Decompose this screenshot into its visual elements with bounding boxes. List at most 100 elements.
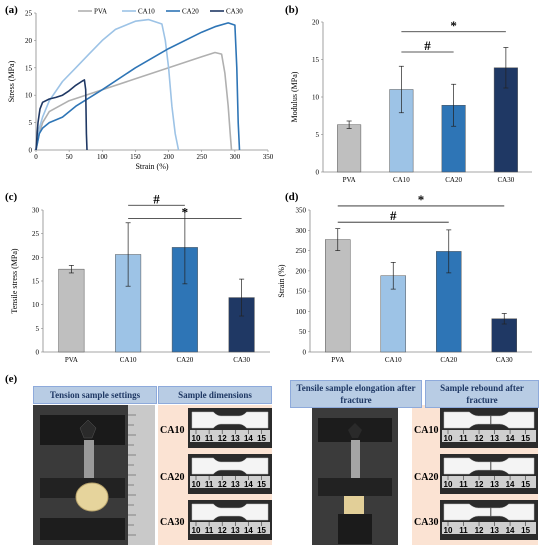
photo-panel: 10 11 12 13 14 15 10 11 12 13 14 15 10 11 12 13 14 15 10 1…	[33, 405, 538, 545]
y-tick-label: 200	[296, 267, 307, 275]
legend-label-ca20: CA20	[182, 8, 199, 16]
reb-ruler-number: 14	[506, 526, 515, 535]
reb-ruler-number: 15	[521, 480, 530, 489]
dim-ruler-number: 12	[218, 526, 227, 535]
reb-ruler-number: 10	[444, 480, 453, 489]
elongation-clamp-middle	[318, 478, 392, 496]
panel-label-c: (c)	[5, 191, 18, 203]
x-tick-label-ca20: CA20	[440, 356, 457, 364]
y-tick-label: 25	[32, 230, 40, 238]
hydrogel-sample	[76, 483, 108, 511]
stretched-sample	[344, 496, 364, 514]
dim-ruler-number: 14	[244, 434, 253, 443]
reb-ruler-number: 10	[444, 434, 453, 443]
panel-label-e: (e)	[5, 373, 18, 385]
x-tick-label: 0	[34, 153, 38, 161]
x-tick-label-pva: PVA	[65, 356, 78, 364]
reb-ruler-number: 14	[506, 480, 515, 489]
y-tick-label: 10	[32, 301, 40, 309]
dim-ruler-number: 14	[244, 526, 253, 535]
panel-label-d: (d)	[285, 191, 299, 203]
x-tick-label: 50	[66, 153, 74, 161]
elongation-rod	[351, 440, 360, 480]
bar-pva	[337, 125, 361, 172]
dim-ruler-number: 10	[192, 526, 201, 535]
dim-ruler-number: 15	[257, 434, 266, 443]
y-tick-label: 10	[312, 94, 320, 102]
y-tick-label: 0	[29, 147, 33, 155]
header-rebound: Sample rebound after fracture	[425, 380, 539, 408]
x-tick-label: 100	[97, 153, 108, 161]
y-tick-label: 15	[25, 64, 33, 72]
dim-label-ca10: CA10	[160, 425, 184, 436]
series-line-ca10	[36, 20, 179, 150]
reb-ruler-number: 11	[459, 434, 468, 443]
chart-strain: 0 50 100 150 200 250 300 350 Strain (%) PVA CA10 CA…	[277, 192, 532, 364]
chart-stress-strain: 0 50 100 150 200 250 300 350 0 5 10 15 20 25 Strain (%…	[7, 8, 274, 172]
x-tick-label-ca20: CA20	[177, 356, 194, 364]
dim-ruler-number: 11	[205, 434, 214, 443]
x-tick-label-ca20: CA20	[445, 176, 462, 184]
y-tick-label: 15	[32, 278, 40, 286]
reb-ruler-number: 13	[490, 526, 499, 535]
panel-label-b: (b)	[285, 4, 299, 16]
reb-ruler-number: 14	[506, 434, 515, 443]
y-tick-label: 20	[32, 254, 40, 262]
reb-ruler-number: 15	[521, 526, 530, 535]
y-tick-label: 30	[32, 207, 40, 215]
y-tick-label: 5	[29, 119, 33, 127]
chart-modulus: 0 5 10 15 20 Modulus (MPa) PVA CA10 CA20 CA30 * #	[290, 18, 532, 184]
series-line-ca20	[36, 23, 240, 150]
y-tick-label: 300	[296, 227, 307, 235]
chart-tensile-stress: 0 5 10 15 20 25 30 Tensile stress (MPa) PVA CA10 C…	[10, 191, 270, 364]
dim-ruler-number: 10	[192, 480, 201, 489]
header-sample-dimensions: Sample dimensions	[158, 386, 272, 404]
significance-marker: *	[418, 192, 425, 207]
y-axis-title: Modulus (MPa)	[290, 71, 299, 122]
x-tick-label: 150	[130, 153, 141, 161]
y-axis-title: Stress (MPa)	[7, 60, 16, 102]
dim-ruler-number: 13	[231, 526, 240, 535]
reb-ruler-number: 12	[475, 434, 484, 443]
y-tick-label: 25	[25, 10, 33, 18]
reb-ruler-number: 15	[521, 434, 530, 443]
reb-label-ca30: CA30	[414, 517, 438, 528]
x-tick-label-ca30: CA30	[233, 356, 250, 364]
x-tick-label: 350	[263, 153, 274, 161]
reb-ruler-number: 12	[475, 480, 484, 489]
y-tick-label: 5	[36, 325, 40, 333]
reb-label-ca10: CA10	[414, 425, 438, 436]
y-tick-label: 0	[316, 169, 320, 177]
x-tick-label: 200	[163, 153, 174, 161]
y-tick-label: 15	[312, 56, 320, 64]
legend-label-ca30: CA30	[226, 8, 243, 16]
dim-ruler-number: 11	[205, 526, 214, 535]
x-tick-label-ca10: CA10	[393, 176, 410, 184]
x-tick-label-ca10: CA10	[120, 356, 137, 364]
panel-label-a: (a)	[5, 4, 18, 16]
significance-marker: #	[424, 38, 431, 53]
reb-ruler-number: 12	[475, 526, 484, 535]
dim-ruler-number: 14	[244, 480, 253, 489]
reb-ruler-number: 11	[459, 526, 468, 535]
x-tick-label-pva: PVA	[331, 356, 344, 364]
dim-ruler-number: 12	[218, 434, 227, 443]
reb-ruler-number: 11	[459, 480, 468, 489]
significance-marker: *	[182, 205, 189, 220]
legend-label-ca10: CA10	[138, 8, 155, 16]
x-tick-label-ca30: CA30	[498, 176, 515, 184]
dim-label-ca30: CA30	[160, 517, 184, 528]
y-axis-title: Strain (%)	[277, 264, 286, 297]
series-line-pva	[36, 53, 232, 151]
x-tick-label-pva: PVA	[343, 176, 356, 184]
dim-ruler-number: 12	[218, 480, 227, 489]
y-tick-label: 5	[316, 131, 320, 139]
elongation-clamp-lower	[338, 514, 372, 544]
dim-ruler-number: 13	[231, 480, 240, 489]
dim-label-ca20: CA20	[160, 472, 184, 483]
y-tick-label: 10	[25, 92, 33, 100]
x-tick-label: 250	[196, 153, 207, 161]
rebound-rows: 10 11 12 13 14 15 10 11 12 13 14 15 10 11 12 13 14 15	[440, 408, 538, 540]
y-tick-label: 150	[296, 288, 307, 296]
